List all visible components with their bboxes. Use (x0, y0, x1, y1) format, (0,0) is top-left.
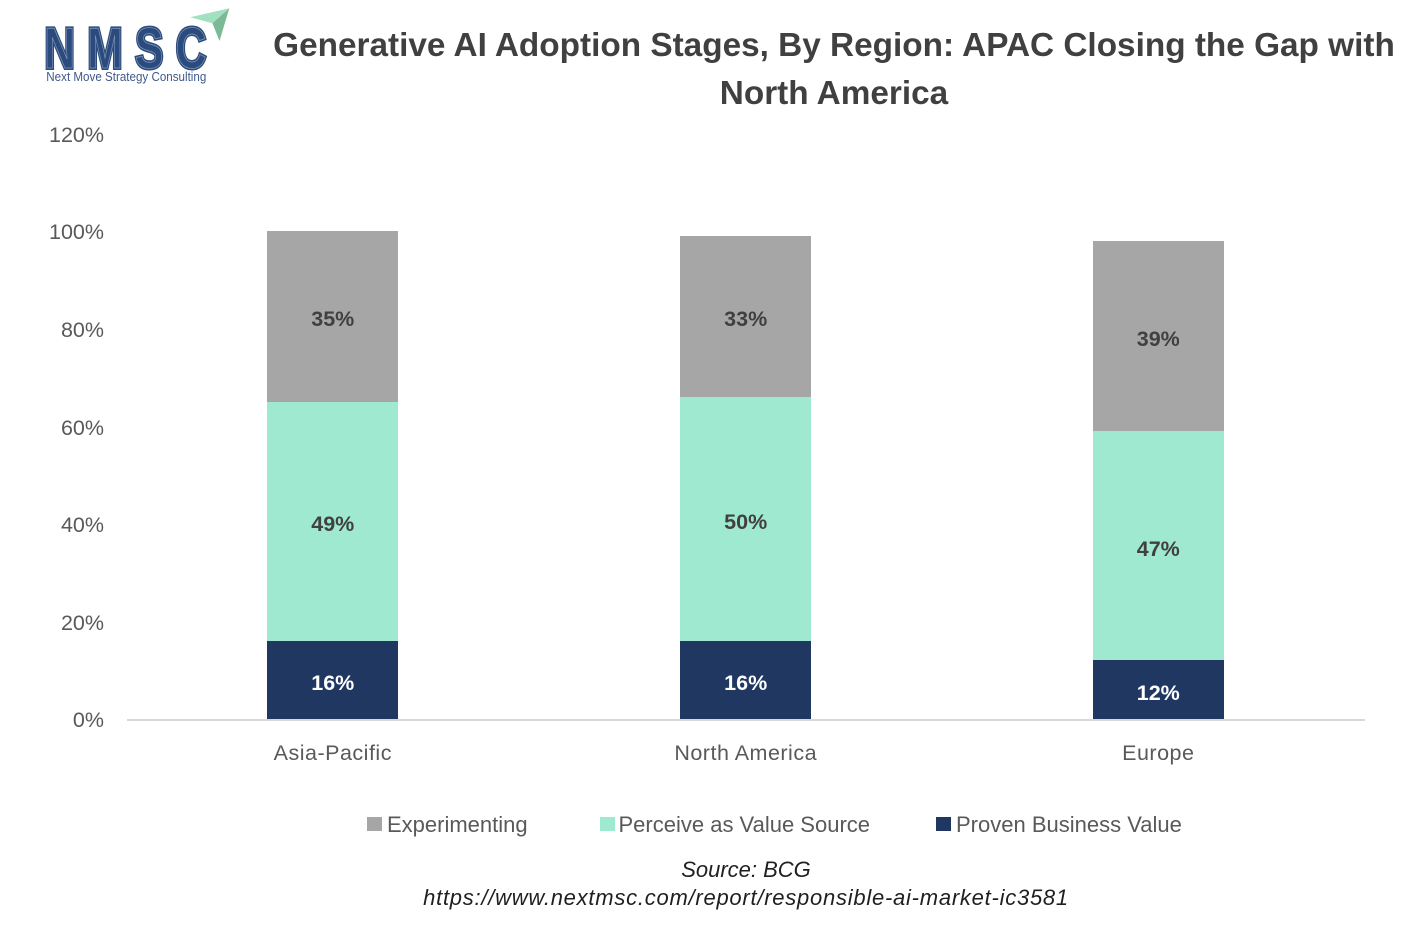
svg-text:NMSC: NMSC (44, 16, 218, 81)
svg-text:Next Move Strategy Consulting: Next Move Strategy Consulting (46, 69, 206, 84)
svg-text:NMSC: NMSC (44, 16, 218, 81)
